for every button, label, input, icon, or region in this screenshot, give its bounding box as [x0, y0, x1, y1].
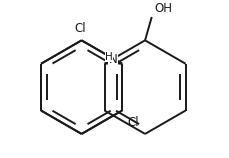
Text: H: H — [105, 52, 112, 62]
Text: OH: OH — [154, 2, 172, 15]
Text: N: N — [109, 53, 117, 66]
Text: Cl: Cl — [127, 115, 138, 129]
Text: Cl: Cl — [74, 22, 85, 35]
